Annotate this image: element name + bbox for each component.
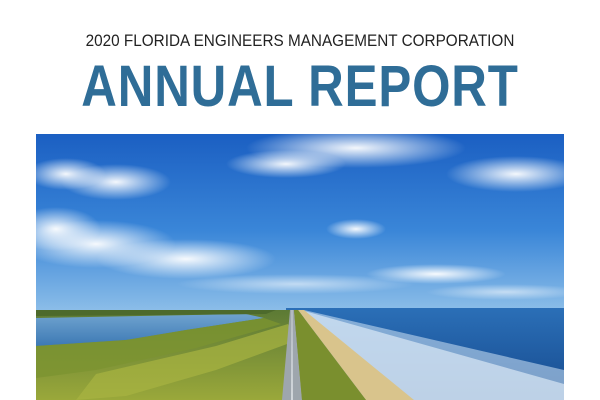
cover-photo — [36, 134, 564, 400]
report-subtitle: 2020 FLORIDA ENGINEERS MANAGEMENT CORPOR… — [85, 31, 515, 50]
clouds — [36, 134, 564, 300]
lagoon — [36, 314, 264, 346]
report-title: ANNUAL REPORT — [81, 54, 519, 119]
